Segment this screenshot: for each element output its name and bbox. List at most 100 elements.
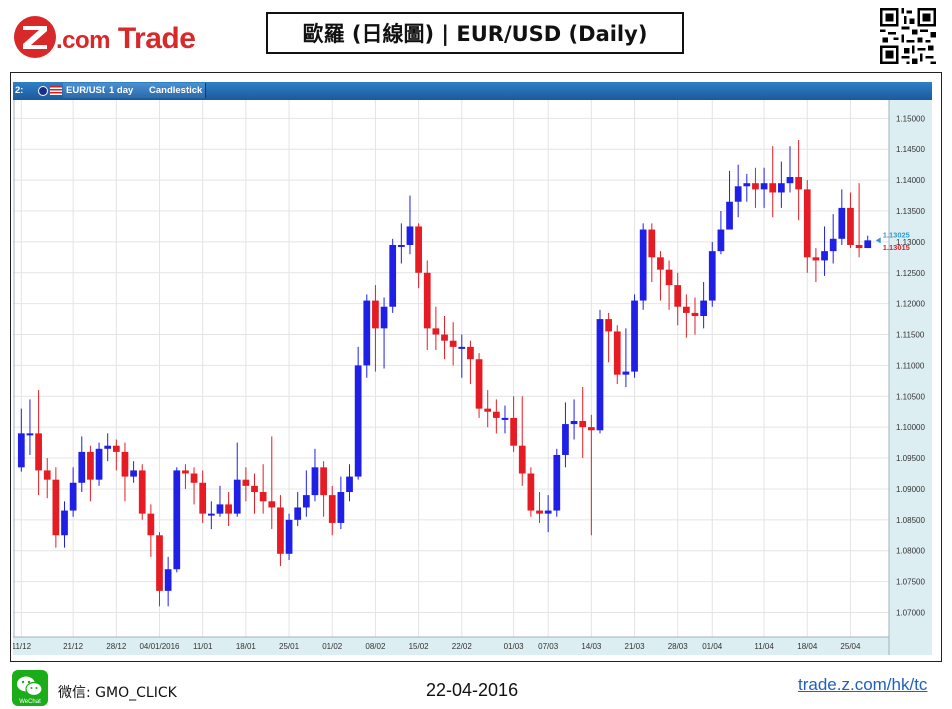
candle-body (527, 473, 535, 511)
candle-body (570, 421, 578, 425)
candle-body (26, 433, 34, 436)
x-tick-label: 25/04 (840, 642, 861, 651)
candle-body (769, 183, 777, 193)
candle-body (821, 251, 828, 261)
candle-body (277, 507, 284, 554)
x-tick-label: 11/04 (754, 642, 774, 651)
y-tick-label: 1.14000 (896, 176, 925, 185)
candle-body (510, 417, 517, 446)
qr-code-icon (880, 8, 936, 64)
interval-selector[interactable]: 1 day (105, 83, 146, 98)
candle-body (328, 495, 336, 523)
y-tick-label: 1.12500 (896, 269, 925, 278)
x-tick-label: 28/12 (106, 642, 127, 651)
candle-body (700, 300, 707, 316)
x-tick-label: 15/02 (409, 642, 430, 651)
candle-body (138, 470, 146, 514)
x-axis-panel (13, 637, 889, 655)
candle-body (147, 513, 155, 536)
candle-body (553, 454, 561, 511)
y-tick-label: 1.10000 (896, 423, 925, 432)
y-tick-label: 1.10500 (896, 392, 925, 401)
report-date: 22-04-2016 (426, 680, 519, 700)
candle-body (648, 229, 656, 258)
candle-body (492, 411, 500, 418)
candle-body (43, 470, 51, 480)
candle-body (458, 346, 466, 349)
candle-body (501, 417, 509, 420)
candle-body (173, 470, 181, 570)
y-axis: 1.15000 1.14500 1.14000 1.13500 1.13000 1.125… (896, 114, 925, 617)
candle-body (829, 238, 837, 252)
candle-body (95, 448, 103, 480)
x-tick-label: 21/12 (63, 642, 84, 651)
wechat-caption: WeChat (19, 699, 41, 705)
candle-body (164, 569, 172, 591)
candle-body (708, 251, 716, 301)
candle-body (587, 427, 595, 431)
y-tick-label: 1.09500 (896, 454, 925, 463)
candle-body (786, 177, 794, 184)
x-tick-label: 21/03 (625, 642, 646, 651)
page-title-box: 歐羅 (日線圖) | EUR/USD (Daily) (266, 12, 684, 54)
candle-body (233, 479, 241, 514)
candle-body (190, 473, 198, 483)
page-title: 歐羅 (日線圖) | EUR/USD (Daily) (302, 22, 648, 46)
y-tick-label: 1.13500 (896, 207, 925, 216)
candle-body (302, 495, 310, 508)
website-link[interactable]: trade.z.com/hk/tc (798, 675, 928, 694)
candlestick-chart[interactable]: 1.15000 1.14500 1.14000 1.13500 1.13000 1.125… (13, 100, 932, 655)
candle-body (579, 421, 587, 428)
candle-body (311, 467, 319, 496)
x-tick-label: 14/03 (581, 642, 602, 651)
candle-body (665, 269, 673, 286)
y-tick-label: 1.07500 (896, 578, 925, 587)
x-tick-label: 18/04 (797, 642, 818, 651)
candle-body (752, 183, 759, 190)
candle-body (130, 470, 137, 477)
candle-body (121, 451, 129, 477)
x-tick-label: 01/03 (504, 642, 525, 651)
candle-body (251, 485, 258, 493)
wechat-icon[interactable]: WeChat (12, 670, 48, 706)
x-tick-label: 04/01/2016 (139, 642, 180, 651)
candle-body (544, 510, 552, 514)
candle-body (199, 482, 207, 514)
bid-price-label: 1.13015 (883, 243, 910, 252)
z-logo-icon (14, 16, 56, 58)
candle-body (216, 504, 224, 514)
candle-body (622, 371, 630, 375)
candle-body (268, 501, 276, 508)
y-tick-label: 1.11500 (896, 331, 925, 340)
candle-body (285, 519, 293, 554)
candle-body (17, 433, 25, 468)
candle-body (484, 408, 492, 412)
candle-body (605, 319, 612, 332)
y-axis-panel (889, 100, 932, 655)
candle-body (337, 492, 345, 523)
price-marker-icon (875, 237, 881, 244)
candle-body (441, 334, 448, 341)
x-tick-label: 08/02 (365, 642, 386, 651)
candle-body (320, 467, 327, 496)
candle-body (354, 365, 362, 477)
chart-style-selector[interactable]: Candlestick (145, 83, 206, 98)
candle-body (467, 346, 474, 360)
candle-body (596, 319, 604, 431)
candle-body (372, 300, 379, 329)
x-tick-label: 18/01 (236, 642, 257, 651)
y-tick-label: 1.08500 (896, 516, 925, 525)
x-tick-label: 01/02 (322, 642, 343, 651)
candle-body (397, 244, 405, 247)
candle-body (631, 300, 638, 372)
candle-body (691, 312, 699, 316)
price-labels: 1.13025 1.13015 (875, 230, 910, 252)
x-tick-label: 22/02 (452, 642, 473, 651)
candle-body (112, 445, 120, 452)
candle-body (294, 507, 302, 520)
y-tick-label: 1.14500 (896, 145, 925, 154)
candle-body (613, 331, 621, 375)
candle-body (855, 244, 863, 249)
candle-body (225, 504, 232, 514)
ask-price-label: 1.13025 (883, 230, 910, 239)
